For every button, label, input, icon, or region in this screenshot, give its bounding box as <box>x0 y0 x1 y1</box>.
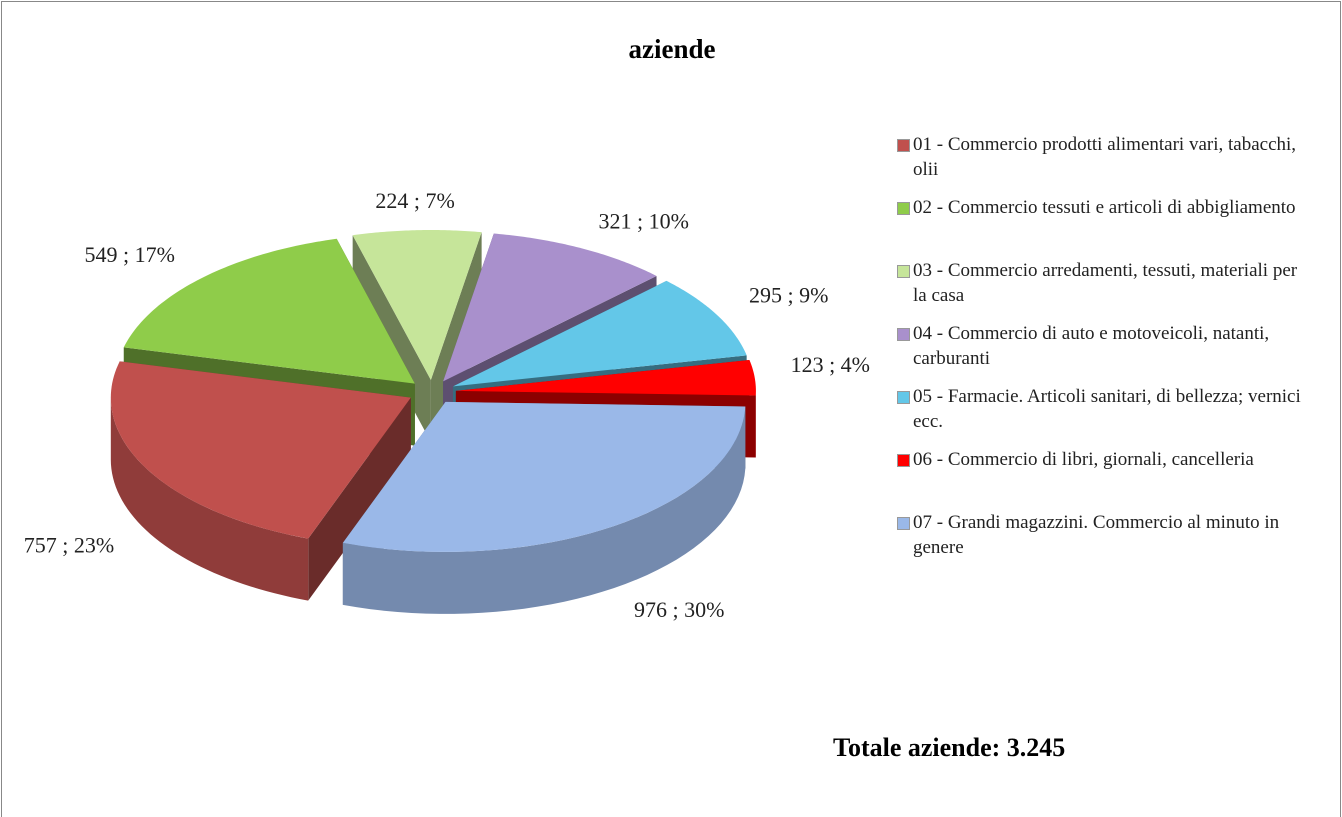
legend-item: 05 - Farmacie. Articoli sanitari, di bel… <box>895 384 1315 447</box>
legend-label: 01 - Commercio prodotti alimentari vari,… <box>913 134 1297 180</box>
slice <box>443 233 657 382</box>
legend-label: 04 - Commercio di auto e motoveicoli, na… <box>913 323 1270 369</box>
slice <box>123 238 415 384</box>
legend-swatch <box>897 454 910 467</box>
legend-item: 03 - Commercio arredamenti, tessuti, mat… <box>895 258 1315 321</box>
legend-swatch <box>897 517 910 530</box>
slice <box>352 230 482 381</box>
slice-side <box>342 406 746 614</box>
slice <box>110 361 411 539</box>
legend-item: 02 - Commercio tessuti e articoli di abb… <box>895 195 1315 258</box>
legend-swatch <box>897 328 910 341</box>
slice <box>455 359 756 396</box>
legend-swatch <box>897 202 910 215</box>
legend-label: 06 - Commercio di libri, giornali, cance… <box>913 449 1254 470</box>
legend-label: 02 - Commercio tessuti e articoli di abb… <box>913 197 1296 218</box>
data-label: 295 ; 9% <box>749 283 828 308</box>
slice-side <box>110 397 309 601</box>
data-label: 549 ; 17% <box>84 242 174 267</box>
legend-label: 05 - Farmacie. Articoli sanitari, di bel… <box>913 386 1301 432</box>
slice <box>453 280 747 387</box>
slice <box>110 361 411 601</box>
legend-item: 07 - Grandi magazzini. Commercio al minu… <box>895 510 1315 573</box>
data-label: 123 ; 4% <box>791 352 870 377</box>
data-label: 321 ; 10% <box>598 208 688 233</box>
legend-swatch <box>897 391 910 404</box>
legend-item: 06 - Commercio di libri, giornali, cance… <box>895 447 1315 510</box>
data-label: 224 ; 7% <box>375 188 454 213</box>
chart-title: aziende <box>629 34 716 64</box>
data-label: 757 ; 23% <box>24 533 114 558</box>
slice <box>342 401 746 552</box>
legend-label: 03 - Commercio arredamenti, tessuti, mat… <box>913 260 1298 306</box>
data-label: 976 ; 30% <box>634 597 724 622</box>
legend-label: 07 - Grandi magazzini. Commercio al minu… <box>913 512 1280 558</box>
legend-swatch <box>897 265 910 278</box>
annotation: Totale aziende: 3.245 <box>833 733 1065 762</box>
legend-swatch <box>897 139 910 152</box>
slice <box>342 401 746 614</box>
legend-item: 01 - Commercio prodotti alimentari vari,… <box>895 132 1315 195</box>
legend-item: 04 - Commercio di auto e motoveicoli, na… <box>895 321 1315 384</box>
legend: 01 - Commercio prodotti alimentari vari,… <box>895 132 1315 573</box>
